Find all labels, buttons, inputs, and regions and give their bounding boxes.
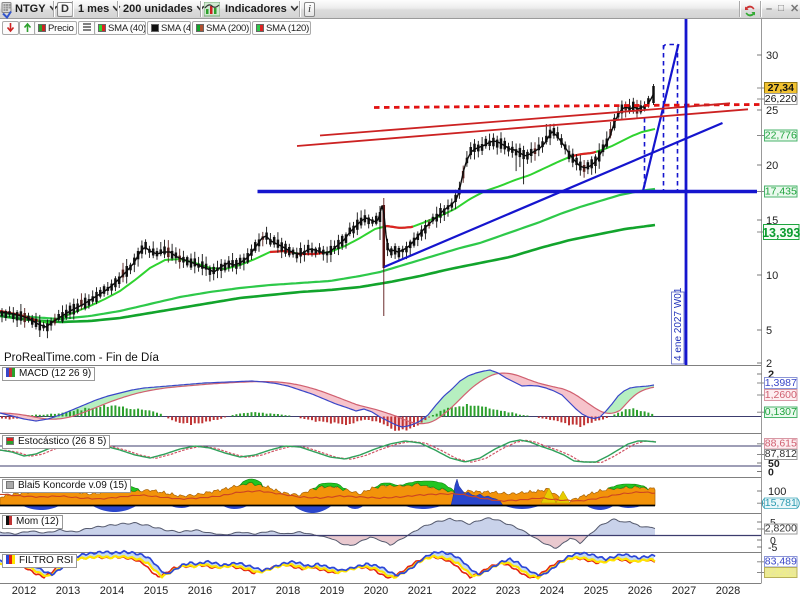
svg-text:2018: 2018: [276, 585, 300, 597]
svg-text:ProRealTime.com - Fin de Día: ProRealTime.com - Fin de Día: [4, 352, 159, 364]
svg-text:0: 0: [768, 467, 774, 479]
svg-text:25: 25: [766, 105, 778, 117]
svg-text:2013: 2013: [56, 585, 80, 597]
svg-text:88,615: 88,615: [765, 438, 797, 450]
svg-text:87,812: 87,812: [765, 448, 797, 460]
svg-text:50: 50: [768, 458, 780, 470]
svg-text:13,393: 13,393: [762, 226, 800, 240]
svg-text:2020: 2020: [364, 585, 388, 597]
svg-text:5: 5: [770, 517, 776, 529]
svg-text:22,776: 22,776: [765, 130, 797, 142]
svg-text:1,2600: 1,2600: [765, 389, 797, 401]
svg-text:1,3987: 1,3987: [765, 377, 797, 389]
svg-text:2025: 2025: [584, 585, 608, 597]
svg-text:2017: 2017: [232, 585, 256, 597]
svg-text:2: 2: [766, 358, 772, 370]
svg-text:0: 0: [770, 535, 776, 547]
svg-text:2: 2: [768, 369, 774, 381]
svg-text:2022: 2022: [452, 585, 476, 597]
svg-text:-5: -5: [768, 542, 777, 554]
svg-text:2026: 2026: [628, 585, 652, 597]
svg-text:2028: 2028: [716, 585, 740, 597]
svg-text:2021: 2021: [408, 585, 432, 597]
svg-text:100: 100: [768, 486, 786, 498]
svg-text:83,489: 83,489: [765, 556, 797, 568]
svg-text:2,8200: 2,8200: [765, 523, 797, 535]
svg-text:30: 30: [766, 50, 778, 62]
svg-text:20: 20: [766, 160, 778, 172]
svg-text:2024: 2024: [540, 585, 564, 597]
svg-text:2012: 2012: [12, 585, 36, 597]
svg-text:2016: 2016: [188, 585, 212, 597]
svg-text:(15,781): (15,781): [761, 497, 800, 509]
svg-text:4 ene 2027 W01: 4 ene 2027 W01: [673, 287, 684, 361]
svg-text:2015: 2015: [144, 585, 168, 597]
svg-text:17,435: 17,435: [765, 186, 797, 198]
svg-text:2023: 2023: [496, 585, 520, 597]
svg-text:82,298: 82,298: [765, 566, 797, 578]
svg-text:26,220: 26,220: [765, 93, 797, 105]
svg-text:5: 5: [766, 325, 772, 337]
svg-text:0,1307: 0,1307: [765, 406, 797, 418]
svg-text:10: 10: [766, 270, 778, 282]
svg-text:2014: 2014: [100, 585, 124, 597]
svg-text:27,34: 27,34: [768, 82, 794, 94]
svg-text:2027: 2027: [672, 585, 696, 597]
svg-text:2019: 2019: [320, 585, 344, 597]
